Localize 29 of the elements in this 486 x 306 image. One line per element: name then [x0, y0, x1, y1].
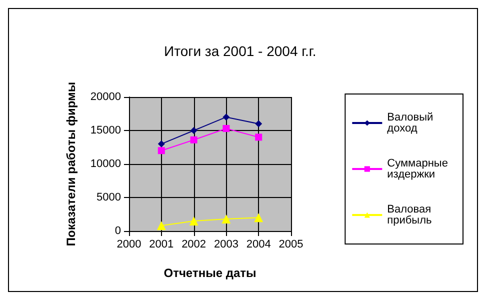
y-tick-label: 20000 [90, 91, 121, 103]
y-tick-label: 0 [114, 225, 121, 237]
point [190, 136, 198, 144]
point [156, 221, 166, 230]
x-tick-label: 2002 [182, 238, 206, 250]
legend-label: Валовый доход [387, 112, 436, 134]
point [158, 147, 165, 154]
y-tick-label: 10000 [90, 158, 121, 170]
y-axis-title: Показатели работы фирмы [64, 82, 78, 246]
point [255, 134, 262, 141]
legend-label: Валовая прибыль [387, 204, 434, 226]
x-tick-label: 2001 [149, 238, 174, 250]
y-tick-label: 15000 [90, 124, 121, 136]
x-axis-title: Отчетные даты [164, 266, 256, 280]
x-tick-label: 2005 [278, 238, 304, 250]
point [189, 216, 198, 226]
x-tick-label: 2000 [116, 238, 142, 250]
chart-title: Итоги за 2001 - 2004 г.г. [164, 43, 316, 59]
x-tick-label: 2004 [246, 238, 271, 250]
y-tick-label: 5000 [96, 192, 121, 204]
legend-label: Суммарные издержки [387, 158, 452, 180]
point [222, 214, 231, 224]
point [254, 213, 264, 222]
x-tick-label: 2003 [214, 238, 238, 250]
point [222, 124, 230, 132]
point [255, 120, 262, 128]
point [158, 140, 165, 148]
point [222, 114, 230, 121]
point [190, 127, 198, 134]
